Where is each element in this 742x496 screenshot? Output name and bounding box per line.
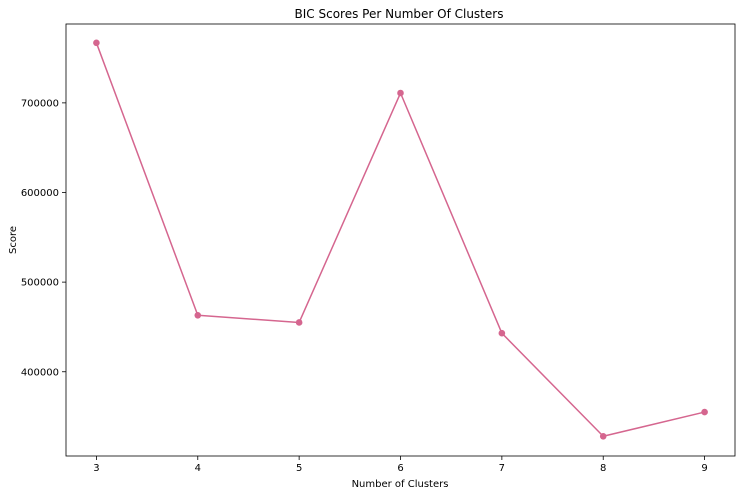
x-tick-label: 3 bbox=[93, 463, 99, 474]
data-point bbox=[93, 39, 100, 47]
data-point bbox=[498, 329, 506, 337]
x-tick-label: 6 bbox=[397, 463, 403, 474]
y-axis: 400000 500000 600000 700000 bbox=[21, 98, 66, 378]
x-tick-label: 7 bbox=[499, 463, 505, 474]
plot-area bbox=[65, 23, 736, 457]
series-group bbox=[93, 39, 708, 440]
x-tick-label: 9 bbox=[701, 463, 707, 474]
data-point bbox=[599, 432, 607, 440]
y-tick-label: 600000 bbox=[21, 188, 59, 199]
y-tick-label: 400000 bbox=[21, 367, 59, 378]
data-point bbox=[397, 89, 404, 97]
data-point bbox=[194, 311, 202, 319]
data-point bbox=[295, 319, 303, 326]
y-tick-label: 500000 bbox=[21, 278, 59, 289]
x-tick-label: 5 bbox=[296, 463, 302, 474]
x-axis-label: Number of Clusters bbox=[352, 479, 449, 490]
x-tick-label: 4 bbox=[195, 463, 201, 474]
y-tick-label: 700000 bbox=[21, 98, 59, 109]
data-point bbox=[701, 408, 708, 416]
x-axis: 3 4 5 6 7 8 9 bbox=[93, 456, 708, 474]
chart-title: BIC Scores Per Number Of Clusters bbox=[295, 7, 504, 21]
x-tick-label: 8 bbox=[600, 463, 606, 474]
y-axis-label: Score bbox=[8, 226, 19, 254]
